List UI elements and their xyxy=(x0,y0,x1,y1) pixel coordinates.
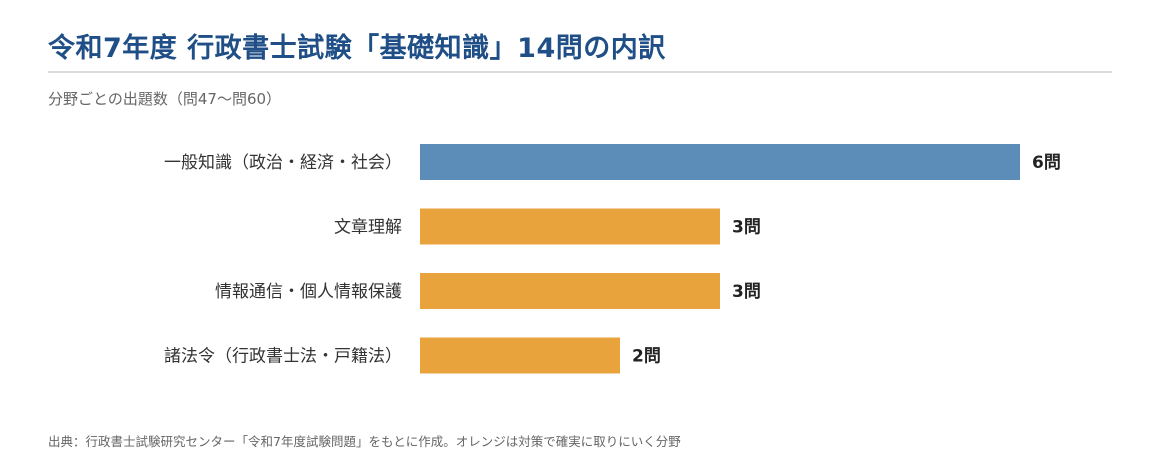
title-divider xyxy=(48,71,1112,73)
bar xyxy=(420,208,720,245)
value-label: 6問 xyxy=(1032,153,1061,173)
category-label: 文章理解 xyxy=(334,218,402,238)
chart-title: 令和7年度 行政書士試験「基礎知識」14問の内訳 xyxy=(48,33,666,64)
bar xyxy=(420,337,620,374)
category-label: 一般知識（政治・経済・社会） xyxy=(164,153,402,173)
value-label: 3問 xyxy=(732,282,761,302)
bar xyxy=(420,144,1020,180)
value-label: 2問 xyxy=(632,347,661,367)
value-label: 3問 xyxy=(732,218,761,238)
chart-subtitle: 分野ごとの出題数（問47〜問60） xyxy=(48,90,282,108)
bar xyxy=(420,273,720,309)
category-label: 諸法令（行政書士法・戸籍法） xyxy=(164,347,402,367)
source-footnote: 出典：行政書士試験研究センター「令和7年度試験問題」をもとに作成。オレンジは対策… xyxy=(48,434,681,449)
category-label: 情報通信・個人情報保護 xyxy=(215,282,402,302)
